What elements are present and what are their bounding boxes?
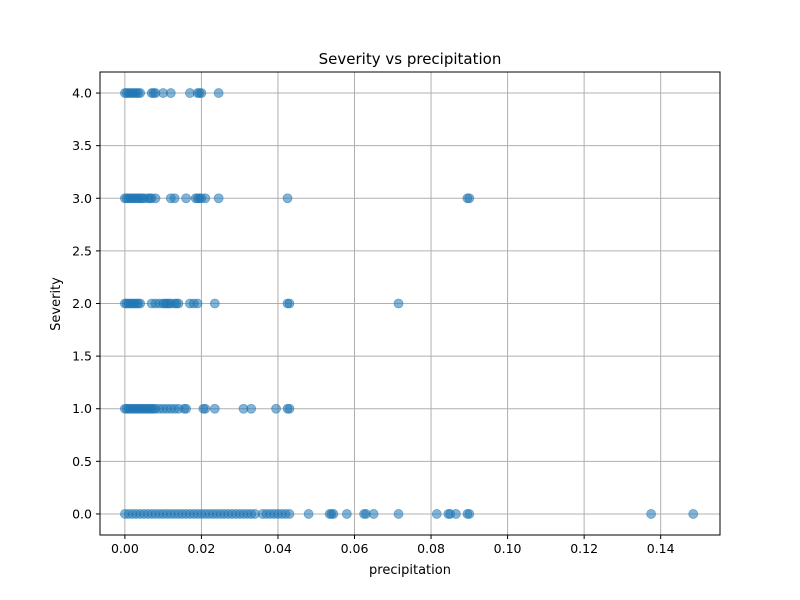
data-point xyxy=(303,509,314,519)
data-point xyxy=(213,193,224,204)
data-point xyxy=(169,193,180,204)
y-tick-label: 1.5 xyxy=(72,349,92,364)
data-point xyxy=(200,193,211,204)
data-point xyxy=(209,403,220,414)
y-tick-label: 0.0 xyxy=(72,506,92,521)
chart-title: Severity vs precipitation xyxy=(319,50,502,68)
data-point xyxy=(431,509,442,519)
y-tick-label: 3.0 xyxy=(72,191,92,206)
data-point xyxy=(246,403,257,414)
data-point xyxy=(284,509,295,519)
x-tick-label: 0.08 xyxy=(417,541,445,556)
data-point xyxy=(192,298,203,309)
data-point xyxy=(464,509,475,519)
data-point xyxy=(135,298,146,309)
x-tick-label: 0.12 xyxy=(570,541,598,556)
data-point xyxy=(464,193,475,204)
data-point xyxy=(181,403,192,414)
x-tick-label: 0.06 xyxy=(341,541,369,556)
x-tick-label: 0.00 xyxy=(111,541,139,556)
y-tick-label: 2.5 xyxy=(72,243,92,258)
data-point xyxy=(196,88,207,98)
x-axis-title: precipitation xyxy=(369,563,451,578)
data-point xyxy=(393,509,404,519)
data-point xyxy=(200,403,211,414)
x-tick-label: 0.04 xyxy=(264,541,292,556)
data-point xyxy=(271,403,281,414)
data-point xyxy=(181,193,192,204)
data-point xyxy=(341,509,352,519)
data-point xyxy=(282,193,293,204)
x-tick-label: 0.14 xyxy=(647,541,675,556)
data-point xyxy=(135,88,146,98)
data-point xyxy=(173,298,184,309)
y-tick-label: 2.0 xyxy=(72,296,92,311)
data-point xyxy=(646,509,657,519)
y-tick-label: 1.0 xyxy=(72,401,92,416)
y-tick-label: 3.5 xyxy=(72,138,92,153)
data-point xyxy=(368,509,379,519)
data-point xyxy=(328,509,339,519)
data-point xyxy=(688,509,699,519)
data-point xyxy=(284,403,295,414)
data-point xyxy=(150,193,161,204)
data-point xyxy=(284,298,295,309)
data-point xyxy=(451,509,461,519)
data-point xyxy=(165,88,176,98)
axis-ticks: 0.00 0.02 0.04 0.06 0.08 0.10 0.12 0.14 0.0 0.5 1.… xyxy=(72,86,675,556)
x-tick-label: 0.10 xyxy=(494,541,522,556)
data-point xyxy=(393,298,404,309)
y-tick-label: 4.0 xyxy=(72,86,92,101)
data-point xyxy=(209,298,220,309)
y-axis-title: Severity xyxy=(49,277,64,331)
data-points xyxy=(119,88,699,519)
x-tick-label: 0.02 xyxy=(187,541,215,556)
data-point xyxy=(213,88,224,98)
y-tick-label: 0.5 xyxy=(72,454,92,469)
